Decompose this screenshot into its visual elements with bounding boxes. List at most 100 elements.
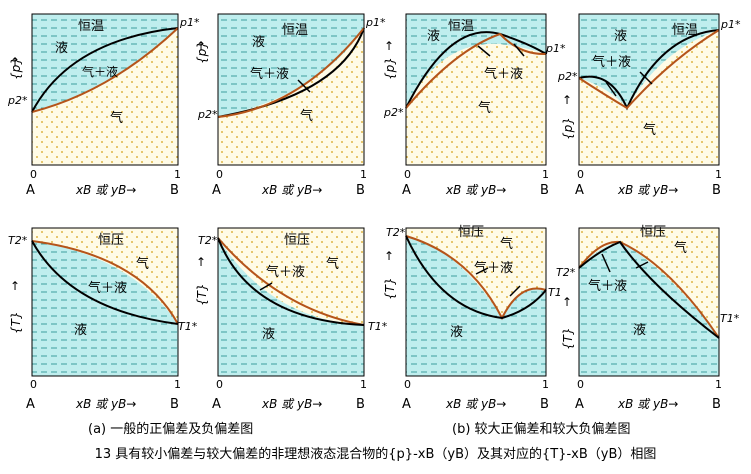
x-axis-label: xB 或 yB→ — [75, 183, 136, 197]
T2-label: T2* — [198, 234, 218, 247]
liquid-label: 液 — [74, 323, 87, 338]
y-axis-label: {T} — [383, 277, 397, 300]
x-axis-label: xB 或 yB→ — [75, 397, 136, 411]
x-right-label: B — [356, 397, 365, 412]
T2-label: T2* — [386, 226, 406, 239]
y-axis-arrow: ↑ — [562, 93, 572, 107]
condition-label: 恒温 — [672, 23, 698, 38]
x-right-label: B — [712, 397, 721, 412]
vapor-line — [217, 27, 365, 118]
condition-label: 恒压 — [640, 225, 666, 240]
liquid-label: 液 — [614, 29, 627, 44]
x-tick-0: 0 — [30, 168, 37, 181]
p-panel-2 — [217, 13, 365, 166]
vapor-label: 气 — [478, 100, 491, 116]
x-axis-label: xB 或 yB→ — [445, 397, 506, 411]
p2-label: p2* — [7, 94, 28, 107]
condition-label: 恒温 — [282, 23, 308, 38]
x-axis-label: xB 或 yB→ — [617, 183, 678, 197]
liquid-label: 液 — [450, 325, 463, 340]
vapor-label: 气 — [326, 256, 339, 272]
x-tick-1: 1 — [174, 168, 181, 181]
x-tick-1: 1 — [174, 378, 181, 391]
liquid-line — [31, 27, 179, 113]
two-phase-label: 气＋液 — [484, 66, 523, 82]
x-tick-0: 0 — [216, 378, 223, 391]
liquid-line — [31, 240, 179, 325]
x-axis-label: xB 或 yB→ — [261, 397, 322, 411]
vapor-label: 气 — [674, 240, 687, 256]
p1-label: p1* — [179, 16, 200, 29]
liquid-line — [405, 31, 547, 109]
T1-label: T1* — [368, 320, 388, 333]
liquid-line — [578, 29, 720, 111]
p2-label: p2* — [197, 108, 218, 121]
y-axis-arrow: ↑ — [196, 255, 206, 269]
x-tick-1: 1 — [715, 168, 722, 181]
caption-a: (a) 一般的正偏差及负偏差图 — [88, 422, 254, 437]
p-panel-3 — [405, 13, 547, 166]
two-phase-label: 气＋液 — [266, 264, 305, 280]
T2-label: T2* — [556, 266, 576, 279]
vapor-line — [31, 240, 179, 325]
vapor-line — [578, 240, 720, 339]
y-axis-arrow: ↑ — [384, 249, 394, 263]
T1-label: T1* — [178, 320, 198, 333]
vapor-label: 气 — [500, 236, 513, 252]
x-tick-1: 1 — [715, 378, 722, 391]
caption-b: (b) 较大正偏差和较大负偏差图 — [452, 422, 631, 437]
figure-caption: 13 具有较小偏差与较大偏差的非理想液态混合物的{p}-xB（yB）及其对应的{… — [94, 447, 657, 462]
liquid-line — [217, 237, 365, 326]
vapor-line — [31, 27, 179, 113]
vapor-label: 气 — [643, 122, 656, 138]
vapor-line — [217, 237, 365, 326]
y-axis-label: {p} — [9, 57, 23, 80]
x-right-label: B — [540, 183, 549, 198]
x-left-label: A — [26, 397, 35, 412]
y-axis-label: {T} — [195, 283, 209, 306]
x-right-label: B — [540, 397, 549, 412]
liquid-label: 液 — [633, 323, 646, 338]
p2-label: p2* — [383, 106, 404, 119]
x-right-label: B — [712, 183, 721, 198]
vapor-label: 气 — [136, 256, 149, 272]
vapor-line — [405, 32, 547, 109]
liquid-label: 液 — [55, 41, 68, 56]
T1-label: T1 — [548, 286, 562, 299]
p1-label: p1* — [720, 18, 741, 31]
x-right-label: B — [170, 397, 179, 412]
x-tick-0: 0 — [216, 168, 223, 181]
p-panel-1 — [31, 13, 179, 166]
x-tick-0: 0 — [30, 378, 37, 391]
y-axis-label: {T} — [9, 311, 23, 334]
vapor-label: 气 — [300, 108, 313, 124]
vapor-label: 气 — [110, 110, 123, 126]
p1-label: p1* — [545, 42, 566, 55]
y-axis-arrow: ↑ — [10, 279, 20, 293]
p2-label: p2* — [557, 70, 578, 83]
vapor-line — [405, 235, 547, 321]
y-axis-label: {p} — [195, 41, 209, 64]
x-axis-label: xB 或 yB→ — [261, 183, 322, 197]
x-left-label: A — [575, 183, 584, 198]
x-left-label: A — [26, 183, 35, 198]
y-axis-label: {T} — [561, 327, 575, 350]
x-left-label: A — [212, 397, 221, 412]
y-axis-arrow: ↑ — [562, 295, 572, 309]
x-left-label: A — [402, 397, 411, 412]
t-panel-3 — [405, 227, 547, 377]
x-tick-0: 0 — [577, 378, 584, 391]
x-tick-1: 1 — [360, 168, 367, 181]
liquid-label: 液 — [262, 327, 275, 342]
y-axis-arrow: ↑ — [196, 39, 206, 53]
condition-label: 恒温 — [448, 19, 474, 34]
t-panel-4 — [578, 227, 720, 377]
two-phase-label: 气＋液 — [82, 64, 118, 79]
x-right-label: B — [356, 183, 365, 198]
x-tick-1: 1 — [542, 378, 549, 391]
T2-label: T2* — [8, 234, 28, 247]
x-tick-0: 0 — [404, 168, 411, 181]
x-left-label: A — [402, 183, 411, 198]
x-tick-0: 0 — [577, 168, 584, 181]
